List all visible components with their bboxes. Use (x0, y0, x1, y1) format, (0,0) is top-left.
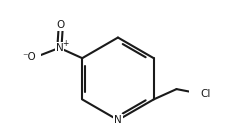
Text: Cl: Cl (200, 89, 210, 98)
Text: N: N (114, 115, 121, 125)
Text: N: N (55, 43, 63, 53)
Text: O: O (57, 20, 65, 30)
Text: +: + (62, 39, 68, 48)
Text: ⁻O: ⁻O (23, 52, 36, 62)
